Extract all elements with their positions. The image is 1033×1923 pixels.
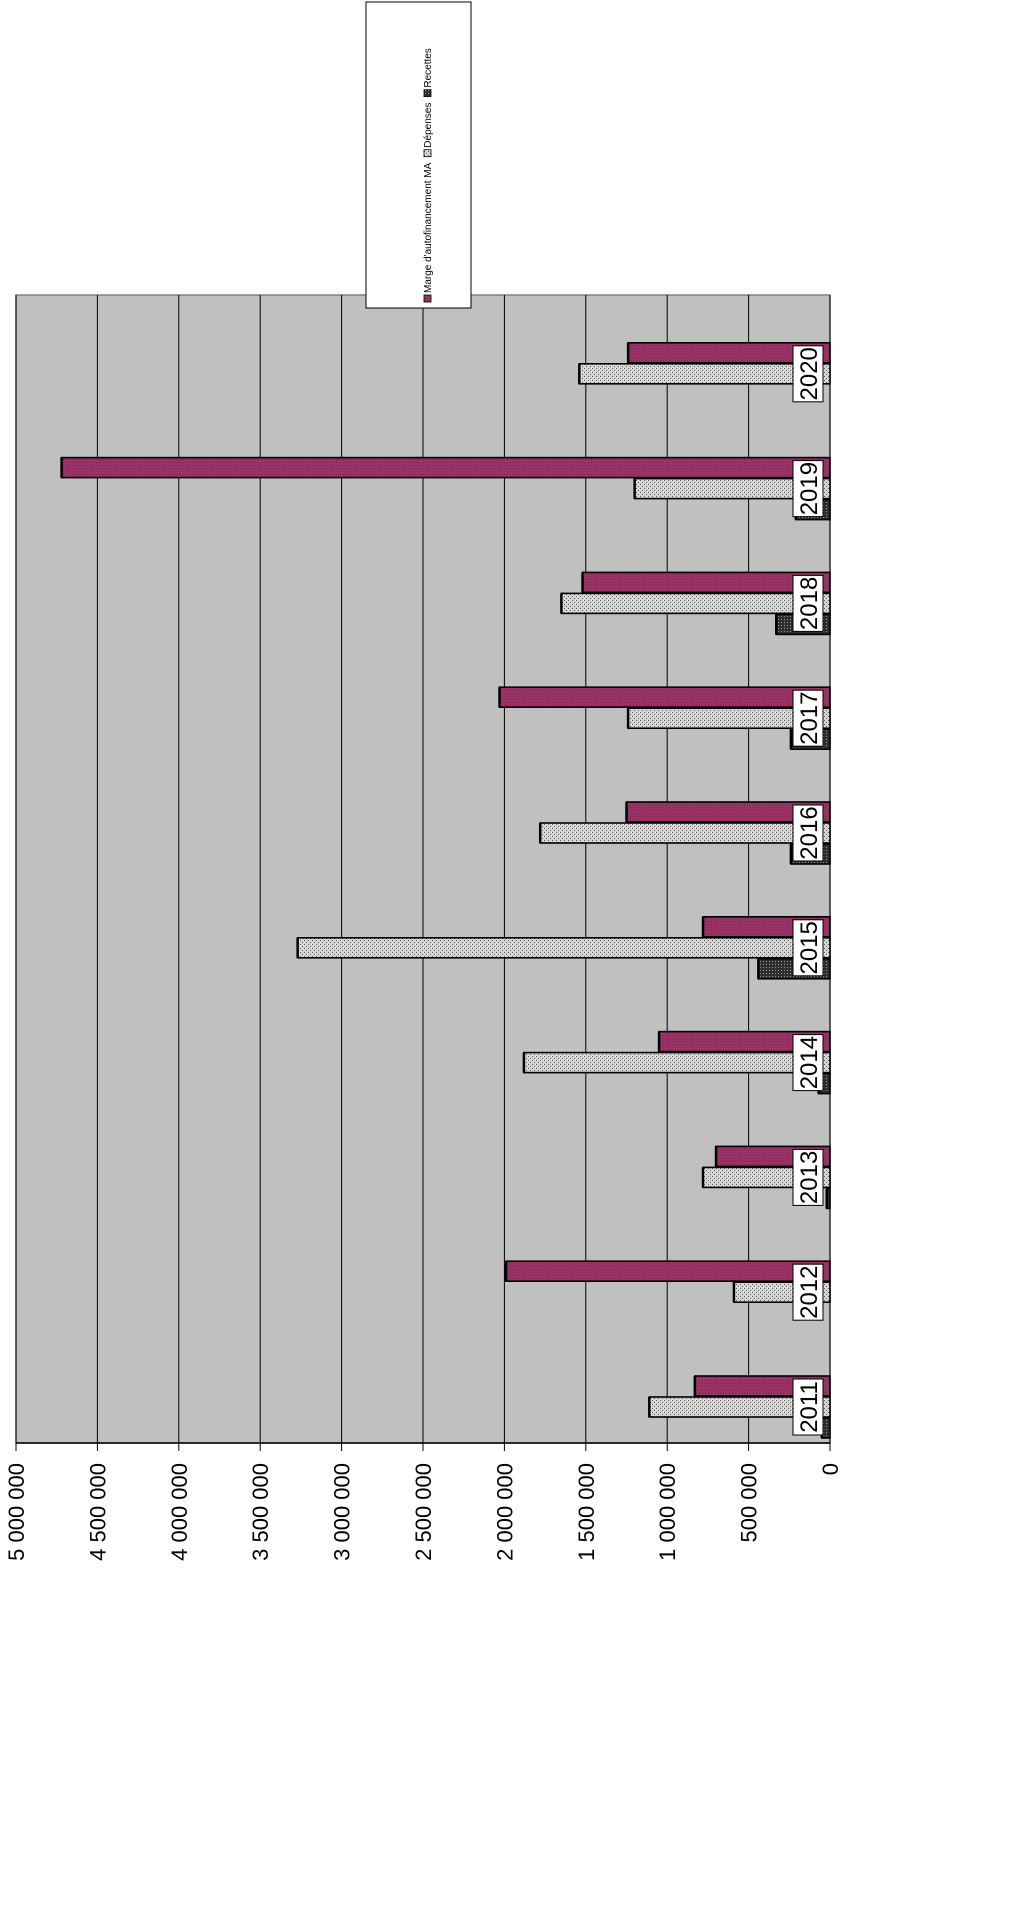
tick-label-500-000: 500 000 (737, 1463, 762, 1543)
legend: Marge d'autofinancement MA Dépenses Recett… (365, 1, 472, 309)
category-label-box (792, 804, 824, 862)
category-label-text: 2020 (796, 347, 823, 400)
tick-label-text: 4 000 000 (167, 1463, 192, 1561)
tick-label-text: 5 000 000 (4, 1463, 29, 1561)
category-label-2015: 2015 (792, 919, 824, 977)
category-label-text: 2011 (796, 1381, 823, 1433)
category-label-text: 2016 (796, 806, 823, 859)
category-label-text: 2012 (796, 1266, 823, 1319)
legend-label-depenses: Dépenses (423, 103, 434, 148)
tick-label-1-500-000: 1 500 000 (574, 1463, 599, 1561)
legend-entries: Marge d'autofinancement MA Dépenses Recett… (423, 48, 434, 303)
tick-label-4-000-000: 4 000 000 (167, 1463, 192, 1561)
tick-label-5-000-000: 5 000 000 (4, 1463, 29, 1561)
category-label-2017: 2017 (792, 689, 824, 747)
tick-label-0: 0 (818, 1463, 843, 1475)
category-label-2019: 2019 (792, 460, 824, 518)
category-label-2013: 2013 (792, 1148, 824, 1206)
category-label-text: 2019 (796, 462, 823, 515)
category-label-text: 2013 (796, 1151, 823, 1204)
tick-label-text: 2 000 000 (492, 1463, 517, 1561)
category-label-box (792, 1034, 824, 1092)
legend-swatch-marge-d-autofinancement-ma (423, 294, 432, 303)
plot-area (15, 294, 831, 1444)
tick-label-text: 1 000 000 (655, 1463, 680, 1561)
category-label-box (792, 689, 824, 747)
category-label-text: 2018 (796, 577, 823, 630)
category-label-2020: 2020 (792, 345, 824, 403)
legend-label-marge-d-autofinancement-ma: Marge d'autofinancement MA (423, 162, 434, 293)
tick-label-text: 2 500 000 (411, 1463, 436, 1561)
bar-depenses-2018 (560, 592, 831, 615)
category-label-2011: 2011 (792, 1378, 824, 1436)
category-label-box (792, 1148, 824, 1206)
category-label-box (792, 919, 824, 977)
tick-label-3-000-000: 3 000 000 (330, 1463, 355, 1561)
category-label-box (792, 1263, 824, 1321)
legend-box (365, 1, 472, 309)
tick-label-4-500-000: 4 500 000 (85, 1463, 110, 1561)
tick-label-2-500-000: 2 500 000 (411, 1463, 436, 1561)
tick-label-text: 500 000 (737, 1463, 762, 1543)
legend-swatch-depenses (423, 149, 432, 158)
bar-depenses-2020 (578, 362, 831, 385)
category-label-box (792, 574, 824, 632)
bar-marge-d-autofinancement-ma-2019 (60, 456, 831, 479)
category-label-box (792, 1378, 824, 1436)
category-label-2012: 2012 (792, 1263, 824, 1321)
tick-label-text: 0 (818, 1463, 843, 1475)
category-label-2018: 2018 (792, 574, 824, 632)
category-label-2014: 2014 (792, 1034, 824, 1092)
value-axis: 0 500 000 1 000 000 1 500 000 2 000 000 2 500… (4, 1443, 843, 1561)
category-label-text: 2015 (796, 921, 823, 974)
tick-label-text: 3 500 000 (248, 1463, 273, 1561)
bar-marge-d-autofinancement-ma-2012 (505, 1260, 831, 1282)
category-label-box (792, 460, 824, 518)
category-label-box (792, 345, 824, 403)
category-labels: 2011 2012 2013 2014 2015 2016 2017 2018 2019 2020 (792, 345, 824, 1436)
legend-label-recettes: Recettes (423, 48, 434, 87)
tick-label-text: 1 500 000 (574, 1463, 599, 1561)
tick-label-3-500-000: 3 500 000 (248, 1463, 273, 1561)
bar-depenses-2014 (523, 1051, 831, 1074)
tick-label-1-000-000: 1 000 000 (655, 1463, 680, 1561)
tick-label-text: 3 000 000 (330, 1463, 355, 1561)
legend-swatch-recettes (423, 89, 432, 98)
category-label-text: 2017 (796, 692, 823, 745)
bar-depenses-2015 (296, 936, 831, 959)
bar-depenses-2016 (539, 822, 831, 844)
category-label-text: 2014 (796, 1036, 823, 1089)
tick-label-text: 4 500 000 (85, 1463, 110, 1561)
tick-label-2-000-000: 2 000 000 (492, 1463, 517, 1561)
bar-marge-d-autofinancement-ma-2017 (498, 686, 831, 709)
category-label-2016: 2016 (792, 804, 824, 862)
